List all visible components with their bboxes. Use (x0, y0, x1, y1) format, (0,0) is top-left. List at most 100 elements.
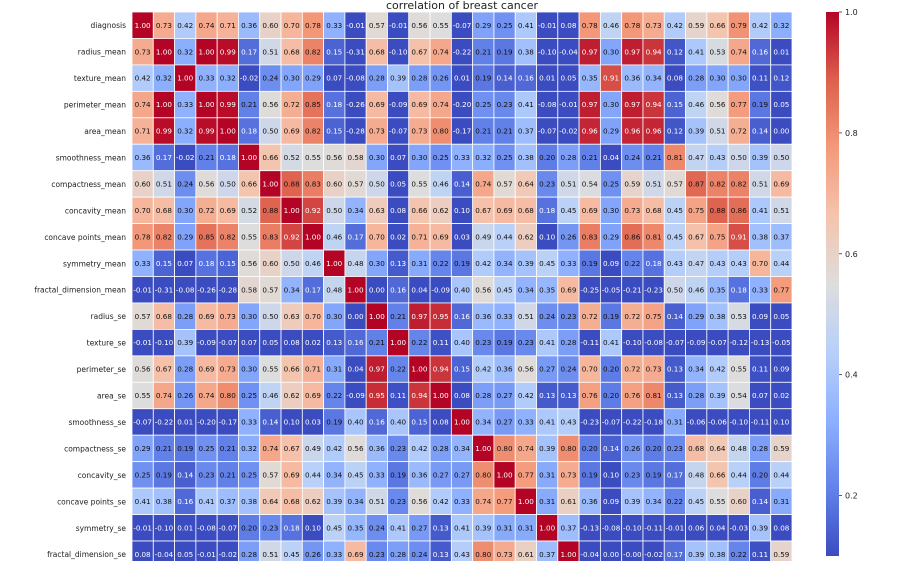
cell-value-label: 0.80 (433, 127, 449, 136)
cell-value-label: 0.66 (241, 180, 257, 189)
cell-value-label: 0.73 (497, 550, 513, 559)
cell-value-label: 0.02 (773, 391, 789, 400)
cell-value-label: 0.30 (603, 100, 619, 109)
cell-value-label: 0.51 (752, 180, 768, 189)
cell-value-label: 0.62 (284, 391, 300, 400)
cell-value-label: 0.88 (262, 206, 278, 215)
row-label: radius_mean (78, 48, 126, 57)
cell-value-label: 0.11 (390, 391, 406, 400)
cell-value-label: -0.07 (133, 418, 152, 427)
cell-value-label: 0.40 (348, 418, 364, 427)
cell-value-label: 0.20 (582, 444, 598, 453)
cell-value-label: 0.94 (411, 391, 427, 400)
cell-value-label: 0.31 (326, 365, 342, 374)
cell-value-label: 0.69 (284, 470, 300, 479)
cell-value-label: 0.19 (603, 312, 619, 321)
cell-value-label: -0.05 (772, 338, 791, 347)
cell-value-label: 0.42 (752, 21, 768, 30)
cell-value-label: 0.30 (177, 206, 193, 215)
cell-value-label: 0.36 (369, 444, 385, 453)
cell-value-label: 0.09 (603, 259, 619, 268)
cell-value-label: 0.13 (390, 259, 406, 268)
cell-value-label: -0.20 (197, 418, 216, 427)
cell-value-label: 0.41 (518, 21, 534, 30)
cell-value-label: 0.72 (624, 312, 640, 321)
cell-value-label: 0.86 (624, 232, 640, 241)
cell-value-label: 0.83 (582, 232, 598, 241)
cell-value-label: 0.50 (731, 153, 747, 162)
cell-value-label: 0.21 (390, 312, 406, 321)
cell-value-label: 0.37 (773, 232, 789, 241)
cell-value-label: 0.73 (156, 21, 172, 30)
cell-value-label: 0.14 (177, 470, 193, 479)
cell-value-label: 0.64 (709, 444, 725, 453)
cell-value-label: 0.24 (177, 180, 193, 189)
cell-value-label: 0.69 (560, 285, 576, 294)
cell-value-label: -0.07 (538, 127, 557, 136)
cell-value-label: 0.68 (156, 206, 172, 215)
cell-value-label: 0.46 (262, 391, 278, 400)
colorbar-tick-label: 0.4 (845, 371, 858, 380)
cell-value-label: 0.77 (731, 100, 747, 109)
cell-value-label: 0.77 (497, 497, 513, 506)
cell-value-label: 1.00 (369, 312, 385, 321)
cell-value-label: 0.71 (220, 21, 236, 30)
cell-value-label: 0.19 (497, 338, 513, 347)
cell-value-label: 0.34 (284, 285, 300, 294)
cell-value-label: 0.07 (241, 338, 257, 347)
cell-value-label: 0.20 (752, 470, 768, 479)
cell-value-label: -0.01 (197, 550, 216, 559)
cell-value-label: 0.74 (731, 47, 747, 56)
cell-value-label: -0.22 (623, 418, 642, 427)
cell-value-label: 0.19 (454, 259, 470, 268)
cell-value-label: 0.36 (475, 312, 491, 321)
cell-value-label: 0.69 (369, 100, 385, 109)
cell-value-label: 0.56 (411, 497, 427, 506)
cell-value-label: 0.57 (369, 21, 385, 30)
cell-value-label: 0.80 (475, 470, 491, 479)
cell-value-label: 0.42 (667, 21, 683, 30)
cell-value-label: 0.80 (560, 444, 576, 453)
row-label: perimeter_se (77, 365, 127, 374)
cell-value-label: 0.70 (582, 365, 598, 374)
cell-value-label: 0.22 (390, 365, 406, 374)
cell-value-label: 0.04 (348, 365, 364, 374)
cell-value-label: -0.09 (389, 100, 408, 109)
cell-value-label: 0.73 (560, 470, 576, 479)
cell-value-label: -0.20 (453, 100, 472, 109)
row-label: concave points_mean (44, 233, 126, 242)
cell-value-label: 0.94 (433, 365, 449, 374)
cell-value-label: -0.12 (729, 338, 748, 347)
cell-value-label: 0.75 (646, 312, 662, 321)
cell-value-label: 0.15 (220, 259, 236, 268)
cell-value-label: 0.30 (603, 206, 619, 215)
cell-value-label: 0.00 (603, 550, 619, 559)
cell-value-label: 0.33 (752, 285, 768, 294)
cell-value-label: 0.19 (497, 47, 513, 56)
cell-value-label: 0.14 (603, 444, 619, 453)
cell-value-label: 0.50 (284, 259, 300, 268)
cell-value-label: 0.45 (667, 232, 683, 241)
cell-value-label: 0.57 (497, 180, 513, 189)
cell-value-label: 0.07 (752, 391, 768, 400)
cell-value-label: 0.48 (348, 259, 364, 268)
cell-value-label: 0.29 (688, 312, 704, 321)
cell-value-label: 0.16 (390, 285, 406, 294)
cell-value-label: 0.24 (560, 365, 576, 374)
row-label: texture_mean (74, 74, 126, 83)
cell-value-label: 0.50 (262, 312, 278, 321)
cell-value-label: -0.09 (431, 285, 450, 294)
cell-value-label: 0.74 (199, 391, 215, 400)
cell-value-label: 0.14 (262, 418, 278, 427)
cell-value-label: 0.79 (731, 21, 747, 30)
cell-value-label: 0.36 (135, 153, 151, 162)
row-label: concavity_se (78, 471, 127, 480)
cell-value-label: 0.21 (220, 444, 236, 453)
cell-value-label: 0.21 (475, 47, 491, 56)
cell-value-label: 0.15 (454, 365, 470, 374)
cell-value-label: 0.43 (709, 153, 725, 162)
cell-value-label: -0.10 (729, 418, 748, 427)
cell-value-label: 0.14 (752, 127, 768, 136)
cell-value-label: 0.44 (731, 470, 747, 479)
cell-value-label: 0.74 (199, 21, 215, 30)
